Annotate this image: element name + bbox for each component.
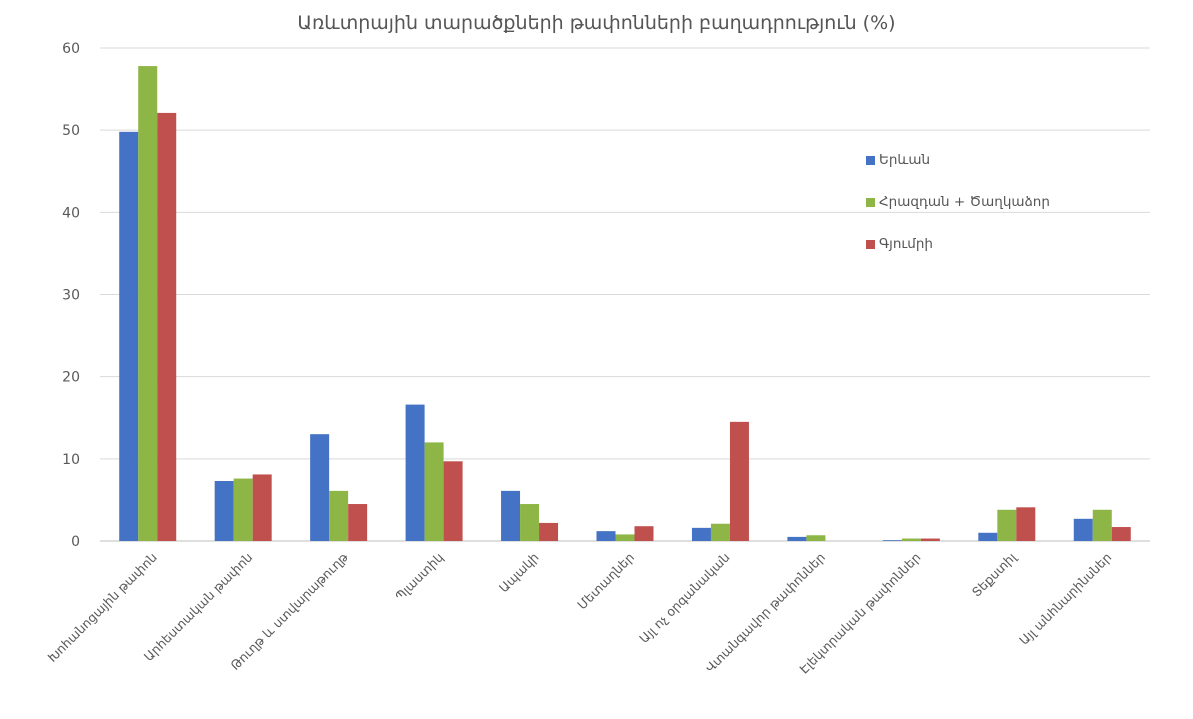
legend-item: Հրազդան + Ծաղկաձոր <box>866 192 1050 212</box>
legend-swatch <box>866 239 875 249</box>
bar <box>520 504 540 541</box>
x-tick-label: Այլ ոչ օրգանական <box>636 550 732 646</box>
bar <box>1016 507 1036 541</box>
legend-label: Հրազդան + Ծաղկաձոր <box>879 194 1050 210</box>
bar <box>214 481 234 541</box>
bar <box>310 434 330 541</box>
bar <box>978 532 998 541</box>
bar <box>596 531 616 541</box>
legend-swatch <box>866 197 875 207</box>
bar <box>1073 518 1093 541</box>
bar <box>424 442 444 541</box>
legend-label: Գյումրի <box>879 236 933 252</box>
legend-item: Գյումրի <box>866 234 1050 254</box>
bar <box>501 490 521 541</box>
bar <box>252 474 272 541</box>
bar <box>157 112 177 541</box>
bar <box>138 66 158 542</box>
bar <box>634 526 654 541</box>
x-tick-label: Խոհանոցային թափոն <box>45 550 160 665</box>
bar <box>901 538 921 541</box>
bar <box>539 522 559 541</box>
y-tick-label: 30 <box>62 288 80 304</box>
y-tick-label: 50 <box>62 123 80 139</box>
legend-item: Երևան <box>866 150 1050 170</box>
bar <box>443 461 463 541</box>
bar <box>1111 527 1131 541</box>
x-tick-label: Այլ անհնարինսներ <box>1016 550 1114 648</box>
bar <box>348 504 368 541</box>
legend-swatch <box>866 155 875 165</box>
bar <box>405 404 425 541</box>
bar <box>920 538 940 541</box>
legend: Երևան Հրազդան + Ծաղկաձոր Գյումրի <box>866 150 1050 276</box>
chart-title: Առևտրային տարածքների թափոնների բաղադրութ… <box>297 12 896 34</box>
bar <box>787 536 807 541</box>
bar <box>729 421 749 541</box>
bar <box>329 490 349 541</box>
bar <box>882 540 902 541</box>
x-tick-label: Տեքստիլ <box>969 549 1020 600</box>
bar <box>710 523 730 541</box>
x-tick-label: Պլաստիկ <box>392 550 446 604</box>
y-tick-label: 10 <box>62 452 80 468</box>
y-tick-label: 40 <box>62 205 80 221</box>
bar <box>615 534 635 541</box>
legend-label: Երևան <box>879 152 931 168</box>
x-tick-label: Արհեստական թափոն <box>141 550 256 665</box>
bar <box>997 509 1017 541</box>
bar <box>233 478 253 541</box>
bar <box>806 535 826 541</box>
y-tick-label: 60 <box>62 41 80 57</box>
bar <box>1092 509 1112 541</box>
y-tick-label: 20 <box>62 370 80 386</box>
bar <box>119 131 139 541</box>
y-tick-label: 0 <box>71 534 80 550</box>
x-tick-label: Ապակի <box>496 550 542 596</box>
x-tick-label: Մետաղներ <box>574 550 637 613</box>
bar <box>691 527 711 541</box>
